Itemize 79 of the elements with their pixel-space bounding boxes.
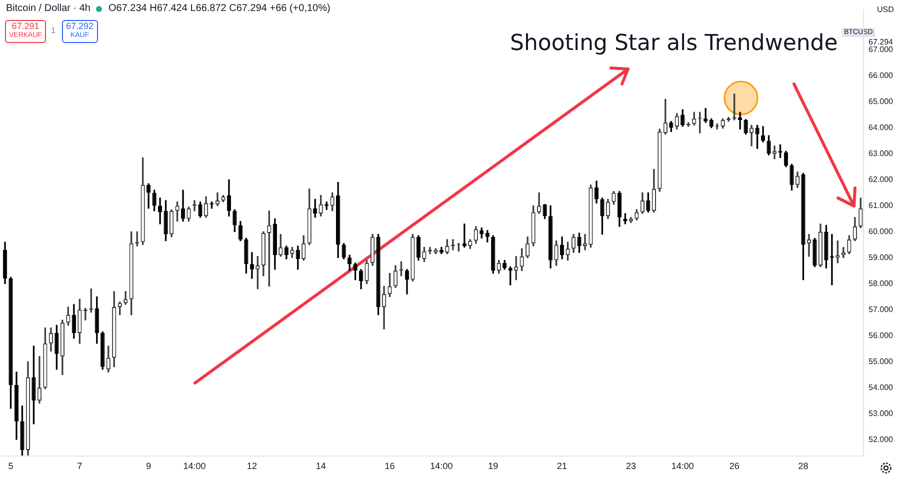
y-tick-label: 57.000 [868, 304, 894, 314]
candlestick [588, 184, 593, 248]
candlestick [376, 234, 380, 316]
y-tick-label: 54.000 [868, 382, 894, 392]
candlestick [164, 200, 168, 242]
annotation: O67.234 H67.424 L66.872 C67.294 +66 (+0,10%) [108, 3, 330, 14]
y-tick-label: 67.000 [868, 45, 894, 54]
x-tick-label: 16 [384, 461, 395, 472]
candlestick [32, 346, 36, 424]
candlestick [744, 119, 748, 135]
y-tick-label: 52.000 [868, 434, 894, 444]
y-tick-label: 60.000 [868, 226, 894, 236]
x-tick-label: 14 [316, 461, 326, 472]
candlestick [198, 201, 202, 218]
candlestick [353, 262, 358, 280]
y-tick-label: 62.000 [868, 174, 894, 184]
candlestick [175, 201, 180, 222]
x-tick-label: 12 [246, 461, 257, 472]
candlestick [445, 239, 450, 254]
x-tick-label: 23 [626, 461, 636, 472]
candlestick [250, 252, 254, 279]
x-tick-label: 14:00 [671, 461, 694, 472]
x-tick-label: 14:00 [430, 461, 453, 472]
x-tick-label: 21 [557, 461, 568, 472]
y-tick-label: 66.000 [868, 71, 894, 80]
candlestick [364, 260, 369, 284]
candlestick [152, 190, 156, 212]
x-tick-label: 5 [8, 461, 14, 472]
candlestick [54, 324, 59, 370]
candlestick [612, 191, 616, 205]
y-tick-label: 56.000 [868, 330, 894, 340]
candlestick [186, 206, 191, 222]
candlestick [566, 242, 570, 261]
candlestick [790, 164, 794, 190]
candlestick [766, 135, 771, 156]
candlestick [43, 328, 48, 390]
y-tick-label: 64.000 [868, 122, 894, 132]
y-tick-label: 61.000 [868, 200, 894, 210]
x-tick-label: 7 [77, 461, 82, 472]
y-tick-label: 59.000 [868, 252, 894, 262]
y-tick-label: 63.000 [868, 148, 894, 158]
y-tick-label: 58.000 [868, 278, 894, 288]
text: USD [877, 5, 894, 14]
candlestick [623, 213, 628, 224]
candlestick [20, 405, 24, 456]
candlestick [221, 194, 226, 202]
candlestick [388, 272, 392, 297]
candlestick [812, 238, 817, 268]
candlestick [422, 246, 426, 262]
candlestick [434, 248, 438, 254]
candlestick [600, 198, 604, 235]
x-tick-label: 28 [798, 461, 808, 472]
candlestick [634, 209, 639, 220]
x-tick-label: 9 [146, 461, 152, 472]
candlestick [244, 238, 248, 274]
y-tick-label: 53.000 [868, 408, 894, 418]
candlestick [554, 240, 558, 266]
y-tick-label: 67.294 [868, 37, 894, 46]
annotation: 67.292 [66, 21, 94, 31]
chart-subtitle: Bitcoin / Dollar · 4h [6, 3, 90, 14]
candlestick [577, 232, 582, 253]
x-tick-label: 19 [488, 461, 498, 472]
candlestick [8, 276, 13, 409]
x-tick-label: 14:00 [183, 461, 206, 472]
y-tick-label: 65.000 [868, 96, 894, 106]
candlestick [806, 234, 812, 257]
annotation: 1 [51, 26, 56, 35]
candlestick [542, 204, 547, 220]
candlestick [824, 224, 828, 268]
candlestick [801, 172, 806, 280]
candlestick [410, 234, 415, 282]
candlestick [232, 209, 237, 232]
y-tick-label: 55.000 [868, 356, 894, 366]
x-tick-label: 26 [729, 461, 740, 472]
annotation: 67.291 [10, 21, 40, 31]
candlestick [755, 124, 760, 149]
text: Shooting Star als Trendwende [510, 31, 838, 56]
candlestick [158, 198, 162, 224]
candlestick [836, 240, 840, 264]
